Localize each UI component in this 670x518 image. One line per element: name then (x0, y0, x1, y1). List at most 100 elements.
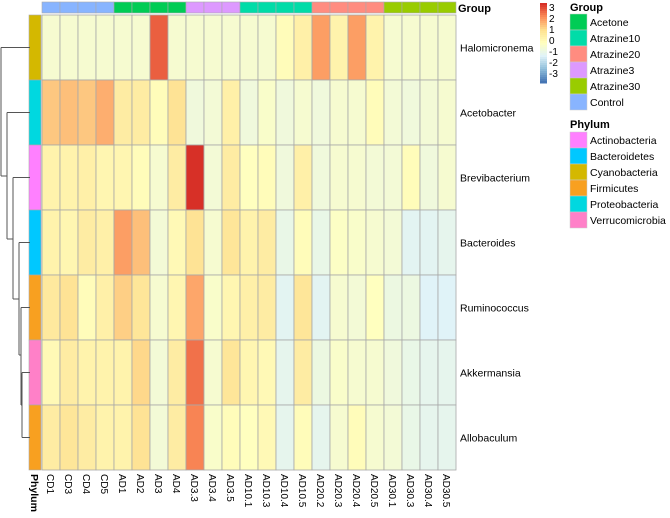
group-annotation-cell (185, 1, 205, 14)
heatmap-cell (77, 339, 97, 406)
legend-label: Cyanobacteria (590, 167, 658, 179)
heatmap-cell (167, 404, 187, 471)
heatmap-cell (149, 404, 169, 471)
heatmap-cell (149, 144, 169, 211)
heatmap-cell (185, 79, 205, 146)
column-label: AD10.4 (278, 474, 289, 508)
heatmap-cell (419, 79, 439, 146)
column-label: AD4 (170, 474, 181, 494)
heatmap-cell (59, 14, 79, 81)
column-label: AD10.5 (296, 474, 307, 508)
heatmap-cell (95, 404, 115, 471)
heatmap-cell (329, 209, 349, 276)
colorbar-tick-label: 1 (549, 25, 555, 36)
legend-swatch (569, 93, 588, 111)
heatmap-cell (383, 79, 403, 146)
colorbar-segment (540, 13, 547, 16)
phylum-annotation-cell (28, 274, 42, 341)
phylum-legend-title: Phylum (570, 119, 610, 131)
row-label: Ruminococcus (460, 303, 529, 315)
column-label: CD1 (44, 474, 55, 494)
heatmap-cell (239, 339, 259, 406)
heatmap-cell (275, 404, 295, 471)
column-label: AD3.4 (206, 474, 217, 502)
column-label: AD10.1 (242, 474, 253, 508)
heatmap-cell (77, 274, 97, 341)
heatmap-cell (437, 404, 457, 471)
legend-label: Bacteroidetes (590, 151, 654, 163)
legend-swatch (569, 147, 588, 165)
phylum-annotation-cell (28, 14, 42, 81)
heatmap-cell (329, 79, 349, 146)
phylum-annotation-cell (28, 79, 42, 146)
colorbar-segment (540, 3, 547, 6)
heatmap-cell (167, 209, 187, 276)
colorbar-segment (540, 17, 547, 20)
heatmap-cell (311, 144, 331, 211)
heatmap-cell (41, 339, 61, 406)
heatmap-cell (59, 339, 79, 406)
colorbar-segment (540, 73, 547, 76)
column-label: AD10.3 (260, 474, 271, 508)
heatmap-cell (131, 209, 151, 276)
column-label: AD3.3 (188, 474, 199, 502)
heatmap-cell (185, 209, 205, 276)
column-label: AD30.4 (422, 474, 433, 508)
group-annotation-cell (311, 1, 331, 14)
heatmap-cell (347, 209, 367, 276)
heatmap-cell (293, 14, 313, 81)
heatmap-cell (365, 14, 385, 81)
heatmap-cell (419, 339, 439, 406)
column-label: AD20.3 (332, 474, 343, 508)
heatmap-cell (113, 404, 133, 471)
column-label: AD20.5 (368, 474, 379, 508)
heatmap-cell (131, 404, 151, 471)
heatmap-cell (41, 209, 61, 276)
legend-swatch (569, 211, 588, 229)
heatmap-cell (59, 209, 79, 276)
heatmap-cell (149, 14, 169, 81)
colorbar-segment (540, 31, 547, 34)
colorbar-segment (540, 29, 547, 32)
group-legend-title: Group (570, 2, 603, 14)
column-label: AD3.5 (224, 474, 235, 502)
row-label: Acetobacter (460, 108, 517, 120)
heatmap-cell (167, 144, 187, 211)
heatmap-cell (419, 144, 439, 211)
legend-swatch (569, 29, 588, 47)
group-annotation-cell (275, 1, 295, 14)
colorbar-segment (540, 7, 547, 10)
colorbar-segment (540, 21, 547, 24)
heatmap-cell (293, 404, 313, 471)
heatmap-cell (239, 404, 259, 471)
colorbar-tick-label: -3 (549, 69, 558, 80)
group-annotation-cell (131, 1, 151, 14)
colorbar-segment (540, 9, 547, 12)
phylum-annotation-label: Phylum (28, 474, 40, 512)
heatmap-cell (347, 339, 367, 406)
heatmap-cell (41, 404, 61, 471)
heatmap-cell (383, 209, 403, 276)
row-label: Bacteroides (460, 238, 515, 250)
heatmap-cell (419, 209, 439, 276)
heatmap-cell (293, 274, 313, 341)
heatmap-cell (293, 209, 313, 276)
colorbar-tick-label: -1 (549, 47, 558, 58)
group-annotation-cell (41, 1, 61, 14)
phylum-annotation-cell (28, 144, 42, 211)
group-annotation-cell (167, 1, 187, 14)
heatmap-cell (203, 274, 223, 341)
heatmap-cell (293, 79, 313, 146)
colorbar-segment (540, 57, 547, 60)
heatmap-cell (365, 339, 385, 406)
row-label: Brevibacterium (460, 173, 530, 185)
heatmap-cell (95, 14, 115, 81)
colorbar-segment (540, 23, 547, 26)
heatmap-cell (221, 14, 241, 81)
heatmap-cell (437, 209, 457, 276)
colorbar-tick-label: 2 (549, 14, 555, 25)
group-annotation-cell (149, 1, 169, 14)
colorbar-segment (540, 53, 547, 56)
heatmap-cell (257, 209, 277, 276)
heatmap-cell (185, 144, 205, 211)
